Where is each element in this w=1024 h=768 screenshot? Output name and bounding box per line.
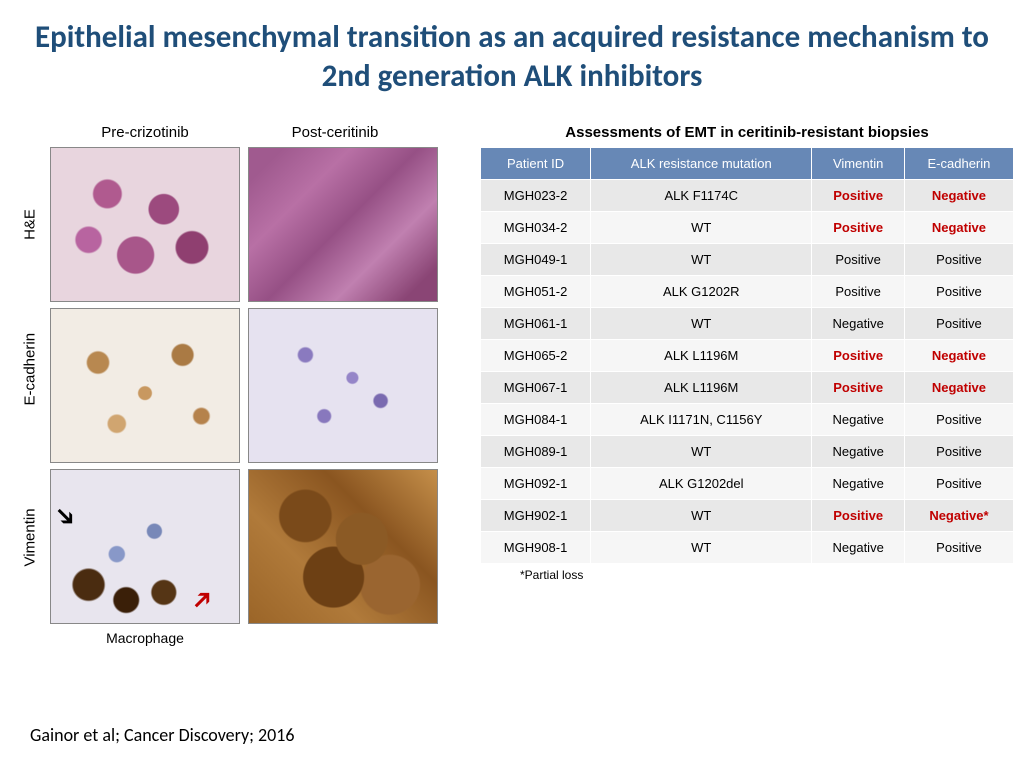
cell-mutation: ALK I1171N, C1156Y xyxy=(591,404,812,436)
citation: Gainor et al; Cancer Discovery; 2016 xyxy=(30,724,295,746)
histology-image xyxy=(248,308,438,463)
cell-vimentin: Negative xyxy=(812,468,904,500)
histology-image xyxy=(248,469,438,624)
cell-mutation: WT xyxy=(591,500,812,532)
cell-mutation: ALK G1202R xyxy=(591,276,812,308)
table-row: MGH061-1WTNegativePositive xyxy=(481,308,1014,340)
cell-patient-id: MGH092-1 xyxy=(481,468,591,500)
cell-ecadherin: Positive xyxy=(904,404,1013,436)
cell-patient-id: MGH049-1 xyxy=(481,244,591,276)
col-header-post: Post-ceritinib xyxy=(240,124,430,141)
cell-vimentin: Positive xyxy=(812,180,904,212)
cell-ecadherin: Positive xyxy=(904,308,1013,340)
table-footnote: *Partial loss xyxy=(480,568,1014,582)
cell-patient-id: MGH034-2 xyxy=(481,212,591,244)
cell-ecadherin: Negative xyxy=(904,212,1013,244)
histology-panel: Pre-crizotinib Post-ceritinib H&E E-cadh… xyxy=(10,124,460,646)
table-row: MGH023-2ALK F1174CPositiveNegative xyxy=(481,180,1014,212)
table-row: MGH067-1ALK L1196MPositiveNegative xyxy=(481,372,1014,404)
histology-image xyxy=(50,147,240,302)
table-row: MGH051-2ALK G1202RPositivePositive xyxy=(481,276,1014,308)
cell-ecadherin: Negative xyxy=(904,180,1013,212)
cell-patient-id: MGH061-1 xyxy=(481,308,591,340)
table-row: MGH092-1ALK G1202delNegativePositive xyxy=(481,468,1014,500)
cell-mutation: ALK L1196M xyxy=(591,372,812,404)
table-col-header: ALK resistance mutation xyxy=(591,147,812,180)
row-label-ecad: E-cadherin xyxy=(22,365,39,405)
table-row: MGH908-1WTNegativePositive xyxy=(481,532,1014,564)
macrophage-label: Macrophage xyxy=(50,630,240,646)
cell-ecadherin: Negative xyxy=(904,372,1013,404)
cell-vimentin: Positive xyxy=(812,276,904,308)
table-col-header: E-cadherin xyxy=(904,147,1013,180)
histology-image xyxy=(50,308,240,463)
cell-patient-id: MGH902-1 xyxy=(481,500,591,532)
histology-image xyxy=(248,147,438,302)
emt-table-panel: Assessments of EMT in ceritinib-resistan… xyxy=(480,124,1014,646)
table-col-header: Patient ID xyxy=(481,147,591,180)
table-row: MGH065-2ALK L1196MPositiveNegative xyxy=(481,340,1014,372)
slide-title: Epithelial mesenchymal transition as an … xyxy=(0,0,1024,104)
arrow-icon: ➔ xyxy=(50,496,85,534)
cell-mutation: ALK F1174C xyxy=(591,180,812,212)
emt-table: Patient ID ALK resistance mutation Vimen… xyxy=(480,147,1014,565)
cell-ecadherin: Positive xyxy=(904,532,1013,564)
cell-vimentin: Negative xyxy=(812,308,904,340)
row-label-he: H&E xyxy=(22,204,39,244)
main-content: Pre-crizotinib Post-ceritinib H&E E-cadh… xyxy=(0,104,1024,646)
cell-vimentin: Negative xyxy=(812,436,904,468)
cell-patient-id: MGH089-1 xyxy=(481,436,591,468)
arrow-icon: ➔ xyxy=(183,579,221,617)
cell-vimentin: Positive xyxy=(812,340,904,372)
table-header-row: Patient ID ALK resistance mutation Vimen… xyxy=(481,147,1014,180)
cell-vimentin: Negative xyxy=(812,532,904,564)
table-row: MGH089-1WTNegativePositive xyxy=(481,436,1014,468)
cell-mutation: WT xyxy=(591,308,812,340)
table-row: MGH034-2WTPositiveNegative xyxy=(481,212,1014,244)
cell-ecadherin: Positive xyxy=(904,276,1013,308)
cell-ecadherin: Positive xyxy=(904,468,1013,500)
col-header-pre: Pre-crizotinib xyxy=(50,124,240,141)
row-label-vim: Vimentin xyxy=(22,526,39,566)
panel-col-headers: Pre-crizotinib Post-ceritinib xyxy=(50,124,460,141)
cell-vimentin: Positive xyxy=(812,244,904,276)
cell-vimentin: Positive xyxy=(812,212,904,244)
cell-vimentin: Negative xyxy=(812,404,904,436)
cell-ecadherin: Positive xyxy=(904,436,1013,468)
cell-ecadherin: Negative* xyxy=(904,500,1013,532)
cell-mutation: WT xyxy=(591,244,812,276)
cell-mutation: WT xyxy=(591,532,812,564)
cell-mutation: WT xyxy=(591,212,812,244)
panel-row-vim: Vimentin ➔ ➔ xyxy=(10,469,460,624)
cell-vimentin: Positive xyxy=(812,500,904,532)
cell-patient-id: MGH084-1 xyxy=(481,404,591,436)
table-title: Assessments of EMT in ceritinib-resistan… xyxy=(480,124,1014,141)
table-row: MGH902-1WTPositiveNegative* xyxy=(481,500,1014,532)
table-row: MGH084-1ALK I1171N, C1156YNegativePositi… xyxy=(481,404,1014,436)
cell-patient-id: MGH908-1 xyxy=(481,532,591,564)
cell-ecadherin: Negative xyxy=(904,340,1013,372)
cell-mutation: ALK G1202del xyxy=(591,468,812,500)
cell-patient-id: MGH067-1 xyxy=(481,372,591,404)
panel-row-ecad: E-cadherin xyxy=(10,308,460,463)
cell-ecadherin: Positive xyxy=(904,244,1013,276)
cell-mutation: ALK L1196M xyxy=(591,340,812,372)
table-row: MGH049-1WTPositivePositive xyxy=(481,244,1014,276)
cell-patient-id: MGH065-2 xyxy=(481,340,591,372)
cell-vimentin: Positive xyxy=(812,372,904,404)
histology-image: ➔ ➔ xyxy=(50,469,240,624)
panel-row-he: H&E xyxy=(10,147,460,302)
cell-patient-id: MGH051-2 xyxy=(481,276,591,308)
cell-mutation: WT xyxy=(591,436,812,468)
cell-patient-id: MGH023-2 xyxy=(481,180,591,212)
table-col-header: Vimentin xyxy=(812,147,904,180)
